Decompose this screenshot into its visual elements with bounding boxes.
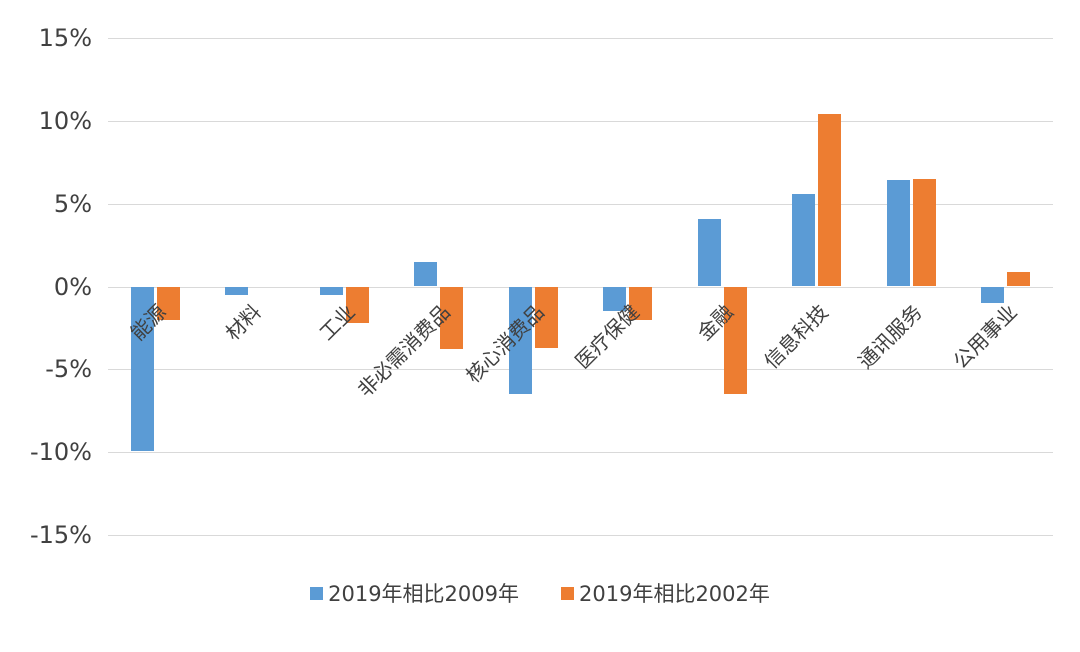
gridline xyxy=(108,203,1053,205)
bar-series1 xyxy=(414,261,438,287)
bar-series1 xyxy=(981,286,1005,304)
y-tick-label: -10% xyxy=(29,438,92,467)
legend-label-series1: 2019年相比2009年 xyxy=(328,582,519,606)
gridline xyxy=(108,120,1053,122)
legend-item-series1: 2019年相比2009年 xyxy=(310,578,519,608)
bar-series2 xyxy=(818,114,842,287)
legend-marker-series1 xyxy=(310,586,324,600)
bar-series1 xyxy=(886,180,910,287)
plot-area xyxy=(108,38,1053,536)
bar-series2 xyxy=(912,178,936,287)
bar-series2 xyxy=(629,286,653,320)
y-tick-label: -5% xyxy=(45,355,92,384)
bar-series2 xyxy=(723,286,747,395)
bar-series1 xyxy=(225,286,249,295)
legend-item-series2: 2019年相比2002年 xyxy=(561,578,770,608)
gridline xyxy=(108,452,1053,454)
legend: 2019年相比2009年 2019年相比2002年 xyxy=(0,578,1080,608)
legend-marker-series2 xyxy=(561,586,574,600)
legend-label-series2: 2019年相比2002年 xyxy=(579,582,770,606)
y-tick-label: 0% xyxy=(53,272,92,301)
bar-series1 xyxy=(508,286,532,395)
bar-series1 xyxy=(319,286,343,295)
gridline xyxy=(108,535,1053,536)
bar-series2 xyxy=(345,286,369,323)
bar-series1 xyxy=(130,286,154,451)
y-tick-label: 5% xyxy=(53,189,92,218)
y-tick-label: -15% xyxy=(29,521,92,549)
y-tick-label: 10% xyxy=(38,106,92,135)
gridline xyxy=(108,369,1053,371)
bar-series1 xyxy=(603,286,627,312)
bar-series2 xyxy=(440,286,464,350)
bar-series1 xyxy=(697,218,721,287)
y-tick-label: 15% xyxy=(38,24,92,52)
bar-series2 xyxy=(156,286,180,320)
bar-series2 xyxy=(1007,271,1031,287)
gridline xyxy=(108,38,1053,39)
gridline xyxy=(108,286,1053,288)
bar-series1 xyxy=(792,193,816,287)
bar-series2 xyxy=(534,286,558,348)
